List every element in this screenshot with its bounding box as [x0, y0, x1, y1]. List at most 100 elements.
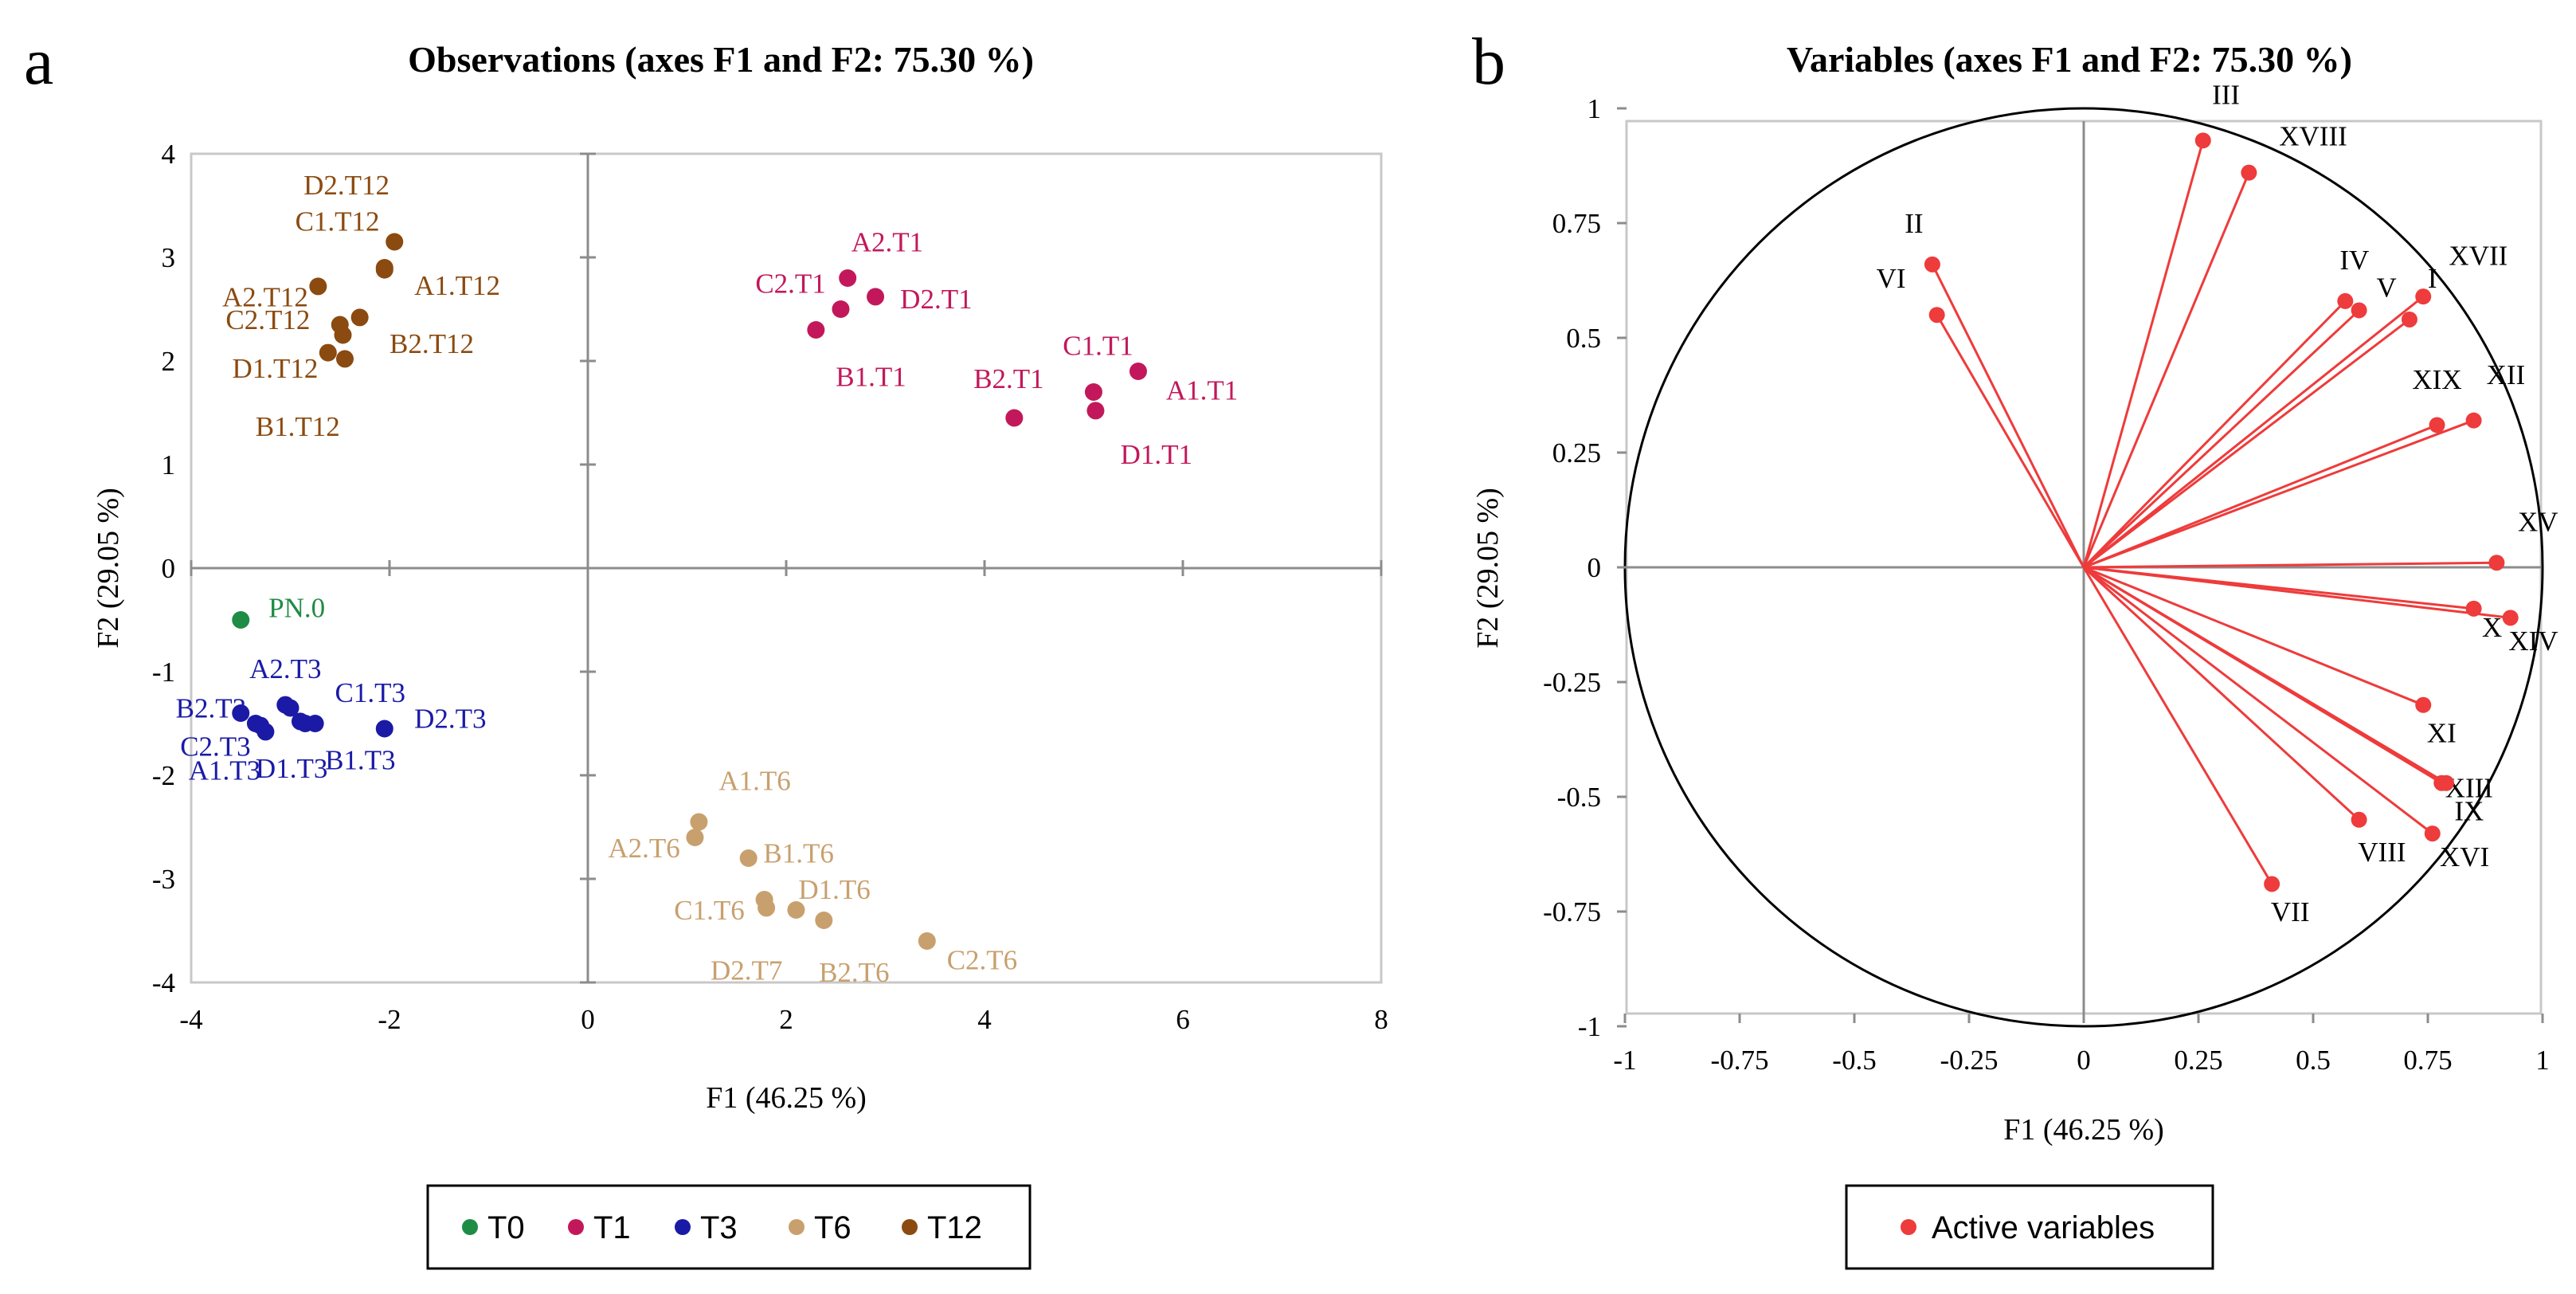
- panel-b-legend-label: Active variables: [1932, 1210, 2155, 1245]
- panel-b-y-tick-label: -0.25: [1543, 667, 1601, 698]
- panel-a-point-T6: [787, 901, 805, 919]
- panel-a-y-tick-label: 0: [162, 553, 176, 584]
- panel-a-point-label: B1.T12: [256, 411, 340, 442]
- panel-b-point-VII: [2264, 876, 2280, 892]
- panel-b-y-tick-label: -1: [1578, 1011, 1601, 1042]
- panel-a-legend-box: [426, 1184, 1032, 1270]
- panel-a-observations: a Observations (axes F1 and F2: 75.30 %)…: [24, 25, 1388, 1270]
- panel-a-point-label: D2.T12: [303, 170, 390, 201]
- panel-b-x-tick-label: -0.25: [1940, 1045, 1999, 1076]
- panel-a-point-T1: [1084, 383, 1102, 401]
- panel-a-point-T12: [375, 261, 393, 279]
- panel-b-variable-label: XV: [2518, 506, 2558, 537]
- panel-a-legend-label-T12: T12: [927, 1210, 982, 1245]
- panel-a-y-tick-label: -3: [152, 864, 175, 895]
- panel-a-point-label: C1.T3: [335, 677, 405, 708]
- panel-a-title: Observations (axes F1 and F2: 75.30 %): [408, 39, 1034, 80]
- panel-a-point-label: D1.T3: [256, 753, 327, 784]
- panel-a-point-T1: [1129, 363, 1147, 380]
- panel-a-x-tick-label: 2: [779, 1004, 793, 1035]
- panel-a-point-label: C1.T6: [674, 895, 744, 926]
- panel-a-y-tick-label: -1: [152, 657, 175, 688]
- panel-b-variable-label: XI: [2427, 717, 2457, 748]
- panel-b-vector-XVII: [2083, 295, 2425, 569]
- panel-a-y-tick-label: -2: [152, 760, 175, 791]
- panel-b-variable-label: III: [2212, 80, 2240, 111]
- panel-b-vector-III: [2082, 139, 2205, 568]
- panel-a-point-label: A1.T1: [1166, 374, 1238, 406]
- panel-a-point-label: B1.T3: [325, 745, 395, 776]
- panel-a-point-label: B2.T1: [973, 363, 1043, 394]
- panel-b-y-tick-label: 0.75: [1552, 208, 1601, 239]
- panel-a-point-label: B1.T6: [763, 838, 833, 869]
- panel-b-vector-XIX: [2083, 424, 2438, 569]
- panel-a-point-T3: [291, 712, 309, 731]
- panel-a-legend-marker-T3: [675, 1219, 691, 1235]
- panel-a-point-label: B2.T12: [390, 328, 474, 359]
- panel-a-point-T3: [246, 715, 264, 732]
- panel-a-point-label: A2.T6: [608, 833, 679, 864]
- panel-b-x-tick-label: 0.5: [2296, 1045, 2331, 1076]
- panel-b-point-XIX: [2429, 417, 2445, 433]
- panel-a-y-tick-label: -4: [152, 967, 175, 998]
- panel-b-y-tick-label: -0.5: [1557, 782, 1601, 813]
- panel-a-point-T6: [739, 849, 758, 867]
- panel-b-x-tick-label: 0.25: [2174, 1045, 2222, 1076]
- panel-a-points: PN.0 A2.T1 C2.T1 D2.T1 B1.T1 C1.T1 A1.T1 B2.T1 D…: [176, 170, 1239, 988]
- panel-a-y-tick-label: 2: [162, 346, 176, 377]
- panel-a-point-label: D2.T3: [414, 704, 486, 735]
- panel-a-legend-marker-T6: [789, 1219, 805, 1235]
- panel-b-letter: b: [1472, 25, 1505, 99]
- panel-b-variable-label: XIV: [2508, 625, 2558, 657]
- panel-a-y-tick-label: 1: [162, 449, 176, 480]
- panel-b-point-III: [2194, 132, 2211, 149]
- panel-a-point-T3: [276, 696, 295, 714]
- panel-b-vector-II: [1931, 264, 2085, 568]
- panel-b-y-tick-label: 1: [1587, 93, 1602, 124]
- panel-b-y-tick-label: -0.75: [1543, 896, 1601, 927]
- panel-a-legend-marker-T12: [902, 1219, 918, 1235]
- panel-b-point-XVIII: [2241, 164, 2257, 181]
- panel-b-vector-VI: [1936, 314, 2085, 568]
- panel-a-y-tick-label: 4: [162, 139, 176, 170]
- panel-a-point-T1: [867, 288, 885, 306]
- panel-a-point-label: D2.T7: [711, 955, 782, 986]
- panel-b-y-tick-label: 0.25: [1552, 437, 1601, 469]
- panel-a-point-T3: [375, 720, 393, 738]
- panel-b-variable-label: XVIII: [2279, 121, 2347, 152]
- panel-b-x-tick-label: -1: [1613, 1045, 1636, 1076]
- panel-b-title: Variables (axes F1 and F2: 75.30 %): [1787, 39, 2352, 80]
- panel-b-vector-XIV: [2083, 566, 2511, 619]
- panel-b-variable-label: XIX: [2412, 364, 2461, 395]
- panel-a-legend-marker-T0: [462, 1219, 478, 1235]
- panel-a-point-T6: [686, 829, 704, 846]
- panel-a-ticks: -4 -2 0 2 4 6 8 4 3 2 1 0 -1 -2 -3 -4: [152, 139, 1388, 1035]
- panel-a-y-tick-label: 3: [162, 242, 176, 273]
- panel-b-x-axis-label: F1 (46.25 %): [2003, 1113, 2164, 1147]
- panel-b-variable-label: VI: [1877, 263, 1906, 294]
- panel-b-variable-label: XII: [2487, 359, 2526, 390]
- panel-a-legend-label-T0: T0: [487, 1210, 525, 1245]
- panel-a-point-T1: [807, 321, 825, 339]
- panel-a-point-label: D1.T12: [232, 353, 318, 384]
- panel-a-point-T12: [309, 277, 327, 296]
- panel-b-variables: b Variables (axes F1 and F2: 75.30 %) -1…: [1471, 25, 2558, 1270]
- panel-a-point-T6: [758, 899, 776, 917]
- panel-a-point-T1: [832, 300, 850, 318]
- panel-a-x-tick-label: -2: [378, 1004, 401, 1035]
- panel-b-point-V: [2351, 302, 2367, 319]
- panel-a-point-T1: [839, 269, 857, 287]
- panel-a-point-label: D1.T1: [1121, 439, 1192, 470]
- panel-b-variable-label: I: [2428, 263, 2437, 294]
- panel-b-variable-label: VIII: [2358, 837, 2406, 868]
- panel-b-point-X: [2465, 600, 2482, 617]
- panel-a-point-label: PN.0: [268, 592, 325, 623]
- panel-a-point-label: A2.T3: [249, 653, 321, 684]
- panel-a-point-T12: [334, 326, 352, 344]
- panel-a-point-label: A1.T6: [718, 766, 790, 797]
- panel-b-variable-label: VII: [2271, 896, 2310, 927]
- panel-a-point-T6: [815, 912, 833, 929]
- panel-b-vector-V: [2082, 309, 2360, 569]
- panel-a-point-label: C2.T12: [225, 304, 310, 335]
- panel-b-variable-label: X: [2482, 612, 2502, 643]
